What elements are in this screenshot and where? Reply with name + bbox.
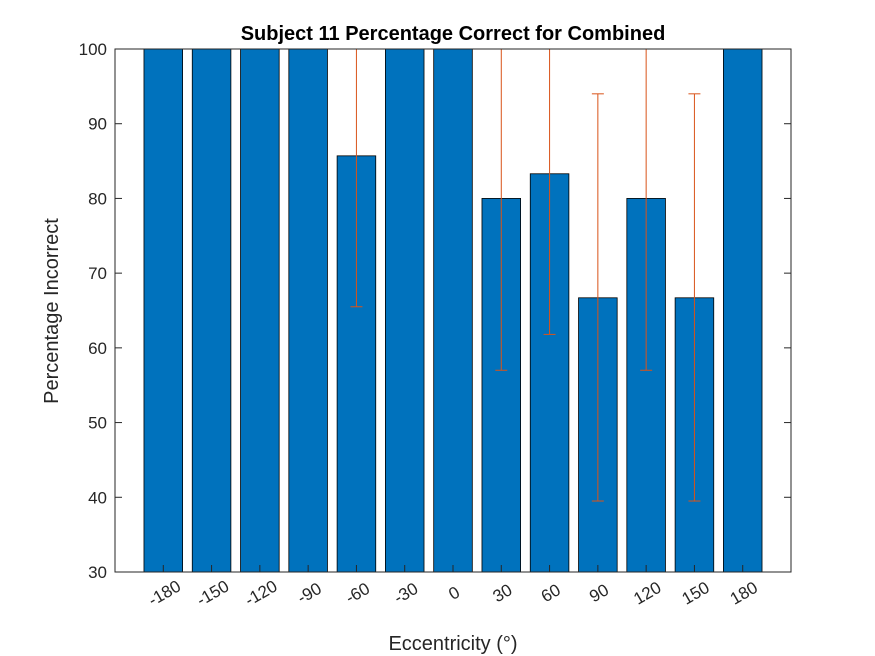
y-axis: 30 40 50 60 70 80 90 100 <box>79 40 791 582</box>
x-tick-label: 0 <box>445 583 463 604</box>
x-tick-label: 180 <box>727 578 761 609</box>
x-tick-label: -60 <box>342 579 373 608</box>
error-bar-90 <box>591 93 604 502</box>
y-axis-label: Percentage Incorrect <box>41 218 63 404</box>
bar--90 <box>288 48 328 573</box>
bar-180 <box>723 48 763 573</box>
x-tick-label: 30 <box>490 580 516 606</box>
error-bar-120 <box>640 49 653 371</box>
y-tick-label: 100 <box>79 40 107 59</box>
x-tick-label: 120 <box>630 578 664 609</box>
y-tick-label: 30 <box>88 563 107 582</box>
chart-title: Subject 11 Percentage Correct for Combin… <box>241 23 666 45</box>
y-tick-label: 70 <box>88 264 107 283</box>
error-bar-30 <box>495 49 508 371</box>
x-tick-label: 150 <box>679 578 713 609</box>
y-tick-label: 80 <box>88 189 107 208</box>
y-tick-label: 90 <box>88 115 107 134</box>
x-tick-label: -120 <box>242 577 281 610</box>
x-tick-label: -90 <box>294 579 325 608</box>
x-tick-label: 90 <box>586 580 612 606</box>
bars-layer <box>143 48 763 573</box>
x-tick-label: -180 <box>145 577 184 610</box>
bar-0 <box>433 48 473 573</box>
bar--120 <box>240 48 280 573</box>
bar--150 <box>191 48 232 573</box>
error-bars-layer <box>350 49 701 502</box>
bar--30 <box>384 48 425 573</box>
x-tick-label: -150 <box>193 577 232 610</box>
error-bar-150 <box>688 93 701 502</box>
x-tick-label: -30 <box>391 579 422 608</box>
x-tick-label: 60 <box>538 580 564 606</box>
error-bar--60 <box>350 49 363 308</box>
bar--180 <box>143 48 184 573</box>
y-tick-label: 50 <box>88 414 107 433</box>
y-tick-label: 40 <box>88 488 107 507</box>
y-tick-label: 60 <box>88 339 107 358</box>
x-axis-label: Eccentricity (°) <box>388 633 517 655</box>
error-bar-60 <box>543 49 556 335</box>
